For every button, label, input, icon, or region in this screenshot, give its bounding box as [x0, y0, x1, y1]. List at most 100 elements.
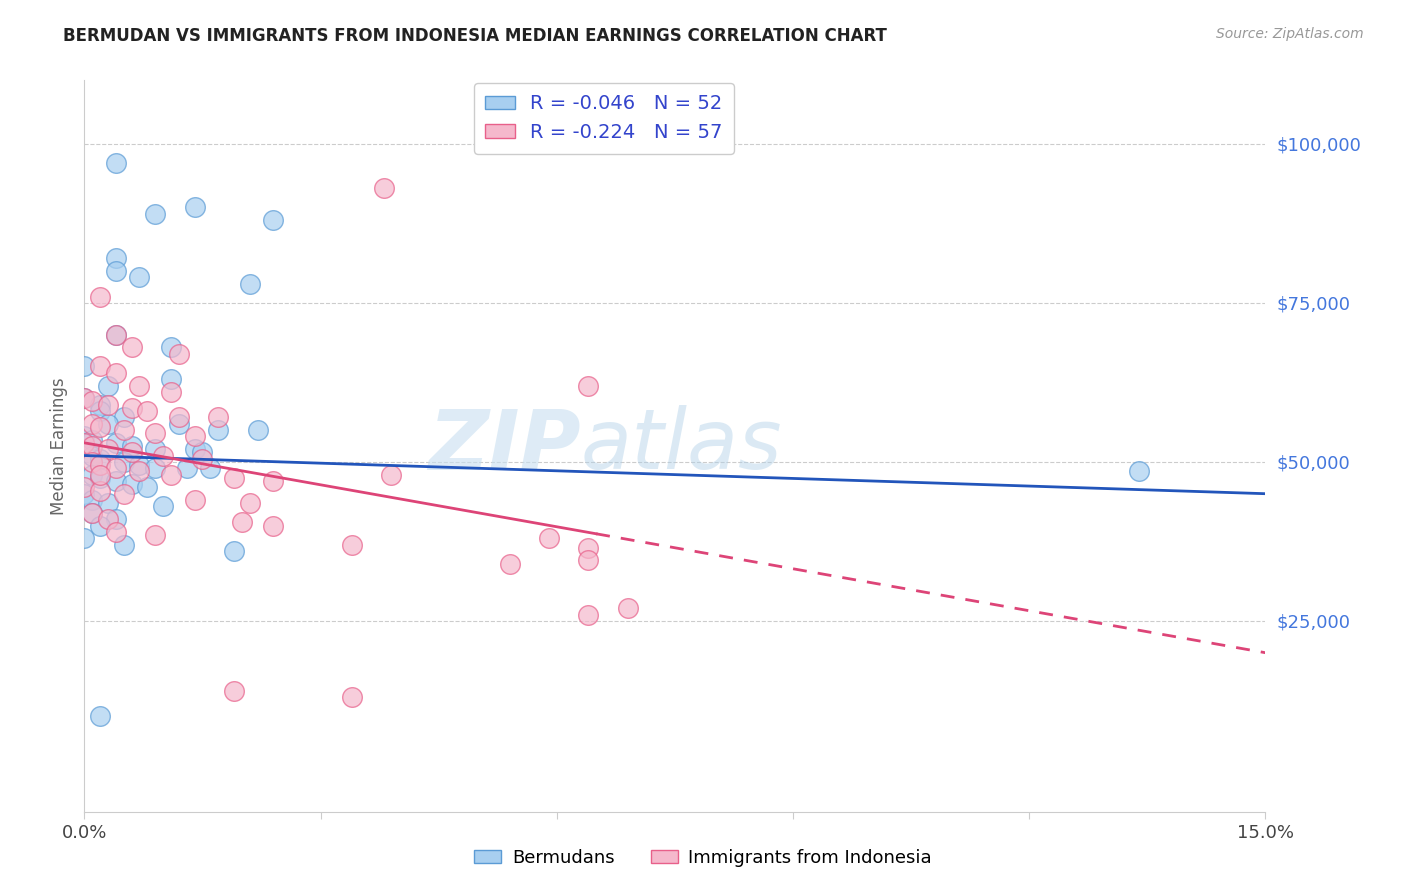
Point — [112, 538, 135, 552]
Point — [73, 392, 96, 406]
Point — [82, 439, 104, 453]
Point — [136, 404, 159, 418]
Point — [160, 340, 183, 354]
Point — [82, 467, 104, 482]
Point — [246, 423, 269, 437]
Point — [239, 496, 262, 510]
Point — [340, 538, 363, 552]
Point — [576, 378, 599, 392]
Point — [498, 557, 520, 571]
Point — [112, 486, 135, 500]
Point — [73, 435, 96, 450]
Point — [167, 417, 190, 431]
Point — [176, 461, 198, 475]
Point — [183, 442, 205, 457]
Point — [97, 496, 120, 510]
Point — [136, 480, 159, 494]
Point — [152, 449, 174, 463]
Point — [104, 474, 127, 488]
Point — [89, 483, 111, 498]
Point — [73, 392, 96, 406]
Point — [1128, 465, 1150, 479]
Point — [89, 471, 111, 485]
Point — [207, 423, 229, 437]
Point — [89, 404, 111, 418]
Point — [73, 486, 96, 500]
Text: ZIP: ZIP — [427, 406, 581, 486]
Point — [143, 207, 166, 221]
Point — [89, 359, 111, 374]
Point — [97, 417, 120, 431]
Point — [183, 493, 205, 508]
Point — [104, 435, 127, 450]
Point — [222, 471, 245, 485]
Point — [97, 378, 120, 392]
Point — [152, 500, 174, 514]
Point — [89, 458, 111, 472]
Point — [167, 347, 190, 361]
Point — [104, 524, 127, 539]
Point — [121, 445, 143, 459]
Point — [380, 467, 402, 482]
Point — [128, 465, 150, 479]
Point — [104, 461, 127, 475]
Point — [262, 474, 284, 488]
Point — [262, 213, 284, 227]
Point — [340, 690, 363, 705]
Point — [121, 401, 143, 415]
Point — [160, 467, 183, 482]
Text: atlas: atlas — [581, 406, 782, 486]
Point — [121, 477, 143, 491]
Point — [183, 201, 205, 215]
Point — [143, 426, 166, 441]
Point — [373, 181, 395, 195]
Point — [89, 467, 111, 482]
Point — [112, 455, 135, 469]
Point — [89, 451, 111, 466]
Point — [82, 433, 104, 447]
Point — [104, 156, 127, 170]
Point — [191, 451, 214, 466]
Point — [537, 531, 560, 545]
Point — [104, 264, 127, 278]
Point — [104, 327, 127, 342]
Point — [73, 359, 96, 374]
Point — [231, 516, 253, 530]
Point — [143, 461, 166, 475]
Point — [576, 607, 599, 622]
Point — [576, 553, 599, 567]
Point — [104, 252, 127, 266]
Point — [82, 506, 104, 520]
Text: Source: ZipAtlas.com: Source: ZipAtlas.com — [1216, 27, 1364, 41]
Point — [97, 398, 120, 412]
Point — [200, 461, 222, 475]
Point — [239, 277, 262, 291]
Point — [112, 410, 135, 425]
Point — [183, 429, 205, 443]
Point — [89, 398, 111, 412]
Point — [89, 289, 111, 303]
Point — [112, 423, 135, 437]
Point — [207, 410, 229, 425]
Point — [160, 384, 183, 399]
Point — [82, 394, 104, 409]
Legend: R = -0.046   N = 52, R = -0.224   N = 57: R = -0.046 N = 52, R = -0.224 N = 57 — [474, 83, 734, 153]
Point — [89, 518, 111, 533]
Point — [73, 480, 96, 494]
Point — [82, 506, 104, 520]
Point — [89, 420, 111, 434]
Point — [222, 684, 245, 698]
Point — [73, 531, 96, 545]
Text: BERMUDAN VS IMMIGRANTS FROM INDONESIA MEDIAN EARNINGS CORRELATION CHART: BERMUDAN VS IMMIGRANTS FROM INDONESIA ME… — [63, 27, 887, 45]
Point — [128, 378, 150, 392]
Point — [143, 528, 166, 542]
Point — [128, 270, 150, 285]
Point — [262, 518, 284, 533]
Point — [160, 372, 183, 386]
Point — [82, 493, 104, 508]
Point — [97, 512, 120, 526]
Point — [121, 439, 143, 453]
Point — [104, 366, 127, 380]
Point — [104, 327, 127, 342]
Point — [576, 541, 599, 555]
